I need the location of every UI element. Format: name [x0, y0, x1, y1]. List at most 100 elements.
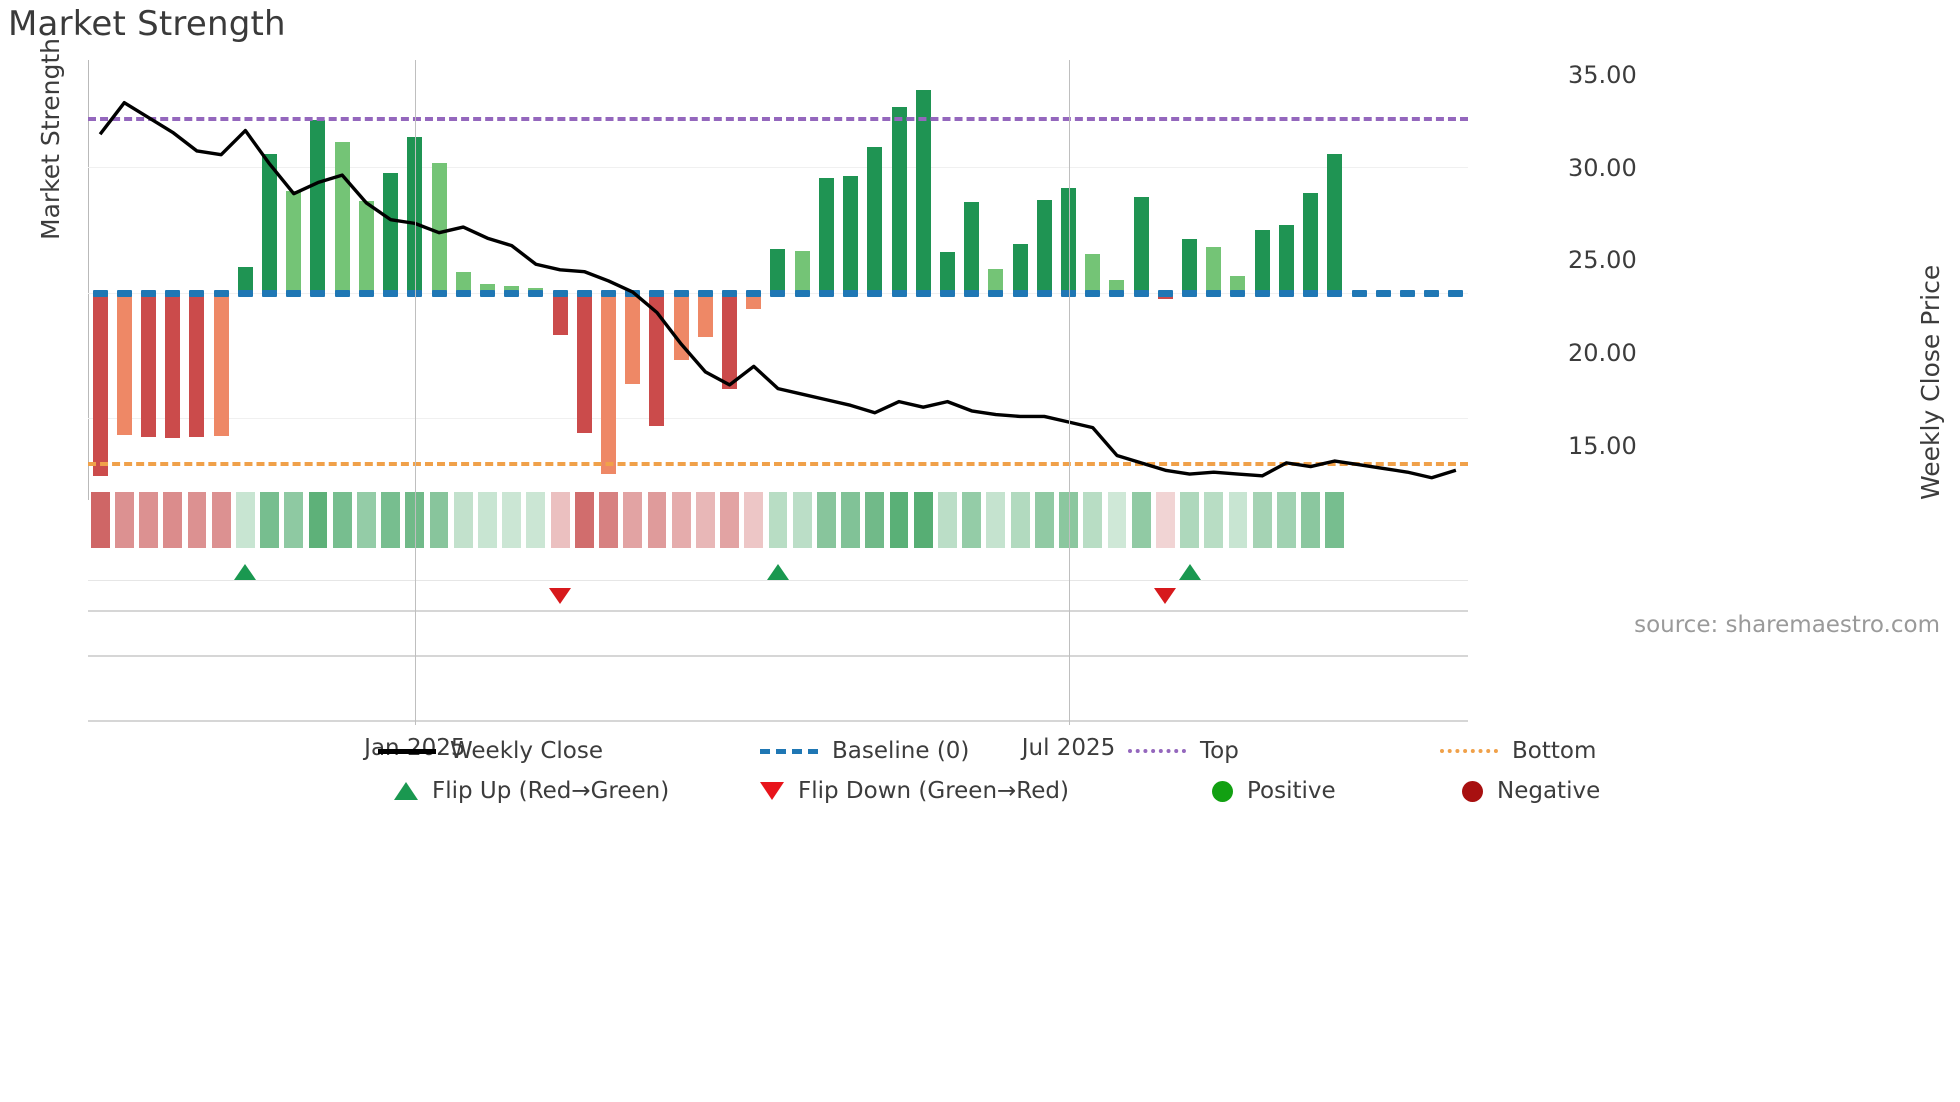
legend-item-flip-down[interactable]: Flip Down (Green→Red) [760, 778, 1069, 804]
bar[interactable] [794, 251, 810, 293]
heat-cell[interactable] [235, 492, 255, 548]
bar[interactable] [310, 120, 326, 293]
bar[interactable] [1303, 193, 1319, 293]
heat-cell[interactable] [550, 492, 570, 548]
heat-cell[interactable] [1107, 492, 1127, 548]
bar[interactable] [1206, 247, 1222, 293]
bar[interactable] [964, 202, 980, 293]
bar[interactable] [625, 292, 641, 385]
legend-item-bottom[interactable]: Bottom [1440, 738, 1596, 764]
flip-up-marker[interactable] [767, 564, 789, 580]
bar[interactable] [697, 292, 713, 337]
heat-cell[interactable] [720, 492, 739, 548]
bar[interactable] [358, 200, 374, 293]
bar[interactable] [552, 292, 568, 336]
heat-cell[interactable] [695, 492, 715, 548]
bar[interactable] [843, 175, 859, 293]
heat-cell[interactable] [187, 492, 207, 548]
heat-cell[interactable] [986, 492, 1006, 548]
heat-cell[interactable] [1010, 492, 1030, 548]
bar[interactable] [237, 267, 253, 293]
bar[interactable] [383, 173, 399, 293]
legend-item-weekly-close[interactable]: Weekly Close [378, 738, 603, 764]
bar[interactable] [141, 292, 157, 438]
heat-cell[interactable] [332, 492, 352, 548]
heat-cell[interactable] [1228, 492, 1248, 548]
heat-cell[interactable] [502, 492, 522, 548]
heat-cell[interactable] [1131, 492, 1151, 548]
bar[interactable] [818, 178, 834, 293]
heat-cell[interactable] [308, 492, 328, 548]
bar[interactable] [213, 292, 229, 436]
bar[interactable] [673, 292, 689, 361]
heat-cell[interactable] [1083, 492, 1103, 548]
heat-cell[interactable] [792, 492, 812, 548]
heat-cell[interactable] [865, 492, 885, 548]
heat-cell[interactable] [260, 492, 279, 548]
heat-cell[interactable] [599, 492, 618, 548]
legend-item-baseline[interactable]: Baseline (0) [760, 738, 969, 764]
bar[interactable] [746, 292, 762, 309]
heat-cell[interactable] [90, 492, 110, 548]
bar[interactable] [1036, 199, 1052, 293]
heat-cell[interactable] [114, 492, 134, 548]
bar[interactable] [1182, 238, 1198, 293]
heat-cell[interactable] [163, 492, 183, 548]
heat-cell[interactable] [1276, 492, 1296, 548]
heat-cell[interactable] [1325, 492, 1345, 548]
heat-cell[interactable] [139, 492, 158, 548]
bar[interactable] [479, 283, 495, 293]
heat-cell[interactable] [478, 492, 497, 548]
bar[interactable] [867, 146, 883, 293]
bar[interactable] [116, 292, 132, 435]
heat-cell[interactable] [1155, 492, 1175, 548]
flip-up-marker[interactable] [1178, 564, 1201, 580]
bar[interactable] [504, 286, 520, 293]
heat-cell[interactable] [913, 492, 933, 548]
bar[interactable] [722, 292, 738, 390]
heat-cell[interactable] [356, 492, 376, 548]
bar[interactable] [1012, 243, 1028, 293]
bar[interactable] [939, 252, 955, 293]
legend-item-top[interactable]: Top [1128, 738, 1239, 764]
legend-item-positive[interactable]: Positive [1212, 778, 1336, 804]
bar[interactable] [1085, 253, 1101, 293]
bar[interactable] [1109, 280, 1125, 293]
bar[interactable] [262, 154, 278, 293]
heat-cell[interactable] [429, 492, 449, 548]
heat-cell[interactable] [889, 492, 909, 548]
bar[interactable] [1278, 224, 1294, 293]
bar[interactable] [1133, 197, 1149, 293]
bar[interactable] [165, 292, 181, 439]
legend-item-flip-up[interactable]: Flip Up (Red→Green) [394, 778, 669, 804]
heat-cell[interactable] [381, 492, 401, 548]
bar[interactable] [286, 190, 302, 293]
heat-cell[interactable] [1180, 492, 1199, 548]
bar[interactable] [601, 292, 617, 474]
bar[interactable] [455, 272, 471, 293]
heat-cell[interactable] [816, 492, 836, 548]
heat-cell[interactable] [526, 492, 546, 548]
bar[interactable] [92, 292, 108, 477]
heat-cell[interactable] [841, 492, 861, 548]
heat-cell[interactable] [623, 492, 643, 548]
bar[interactable] [891, 106, 907, 293]
heat-cell[interactable] [453, 492, 473, 548]
heat-cell[interactable] [768, 492, 788, 548]
heat-cell[interactable] [1204, 492, 1224, 548]
bar[interactable] [770, 248, 786, 293]
heat-cell[interactable] [284, 492, 304, 548]
bar[interactable] [1254, 229, 1270, 293]
heat-cell[interactable] [962, 492, 982, 548]
heat-cell[interactable] [938, 492, 957, 548]
heat-cell[interactable] [647, 492, 667, 548]
heat-cell[interactable] [671, 492, 691, 548]
bar[interactable] [431, 163, 447, 293]
heat-cell[interactable] [574, 492, 594, 548]
bar[interactable] [189, 292, 205, 438]
flip-down-marker[interactable] [549, 588, 572, 604]
bar[interactable] [1327, 154, 1343, 293]
bar[interactable] [915, 90, 931, 293]
heat-cell[interactable] [1301, 492, 1321, 548]
flip-down-marker[interactable] [1154, 588, 1177, 604]
